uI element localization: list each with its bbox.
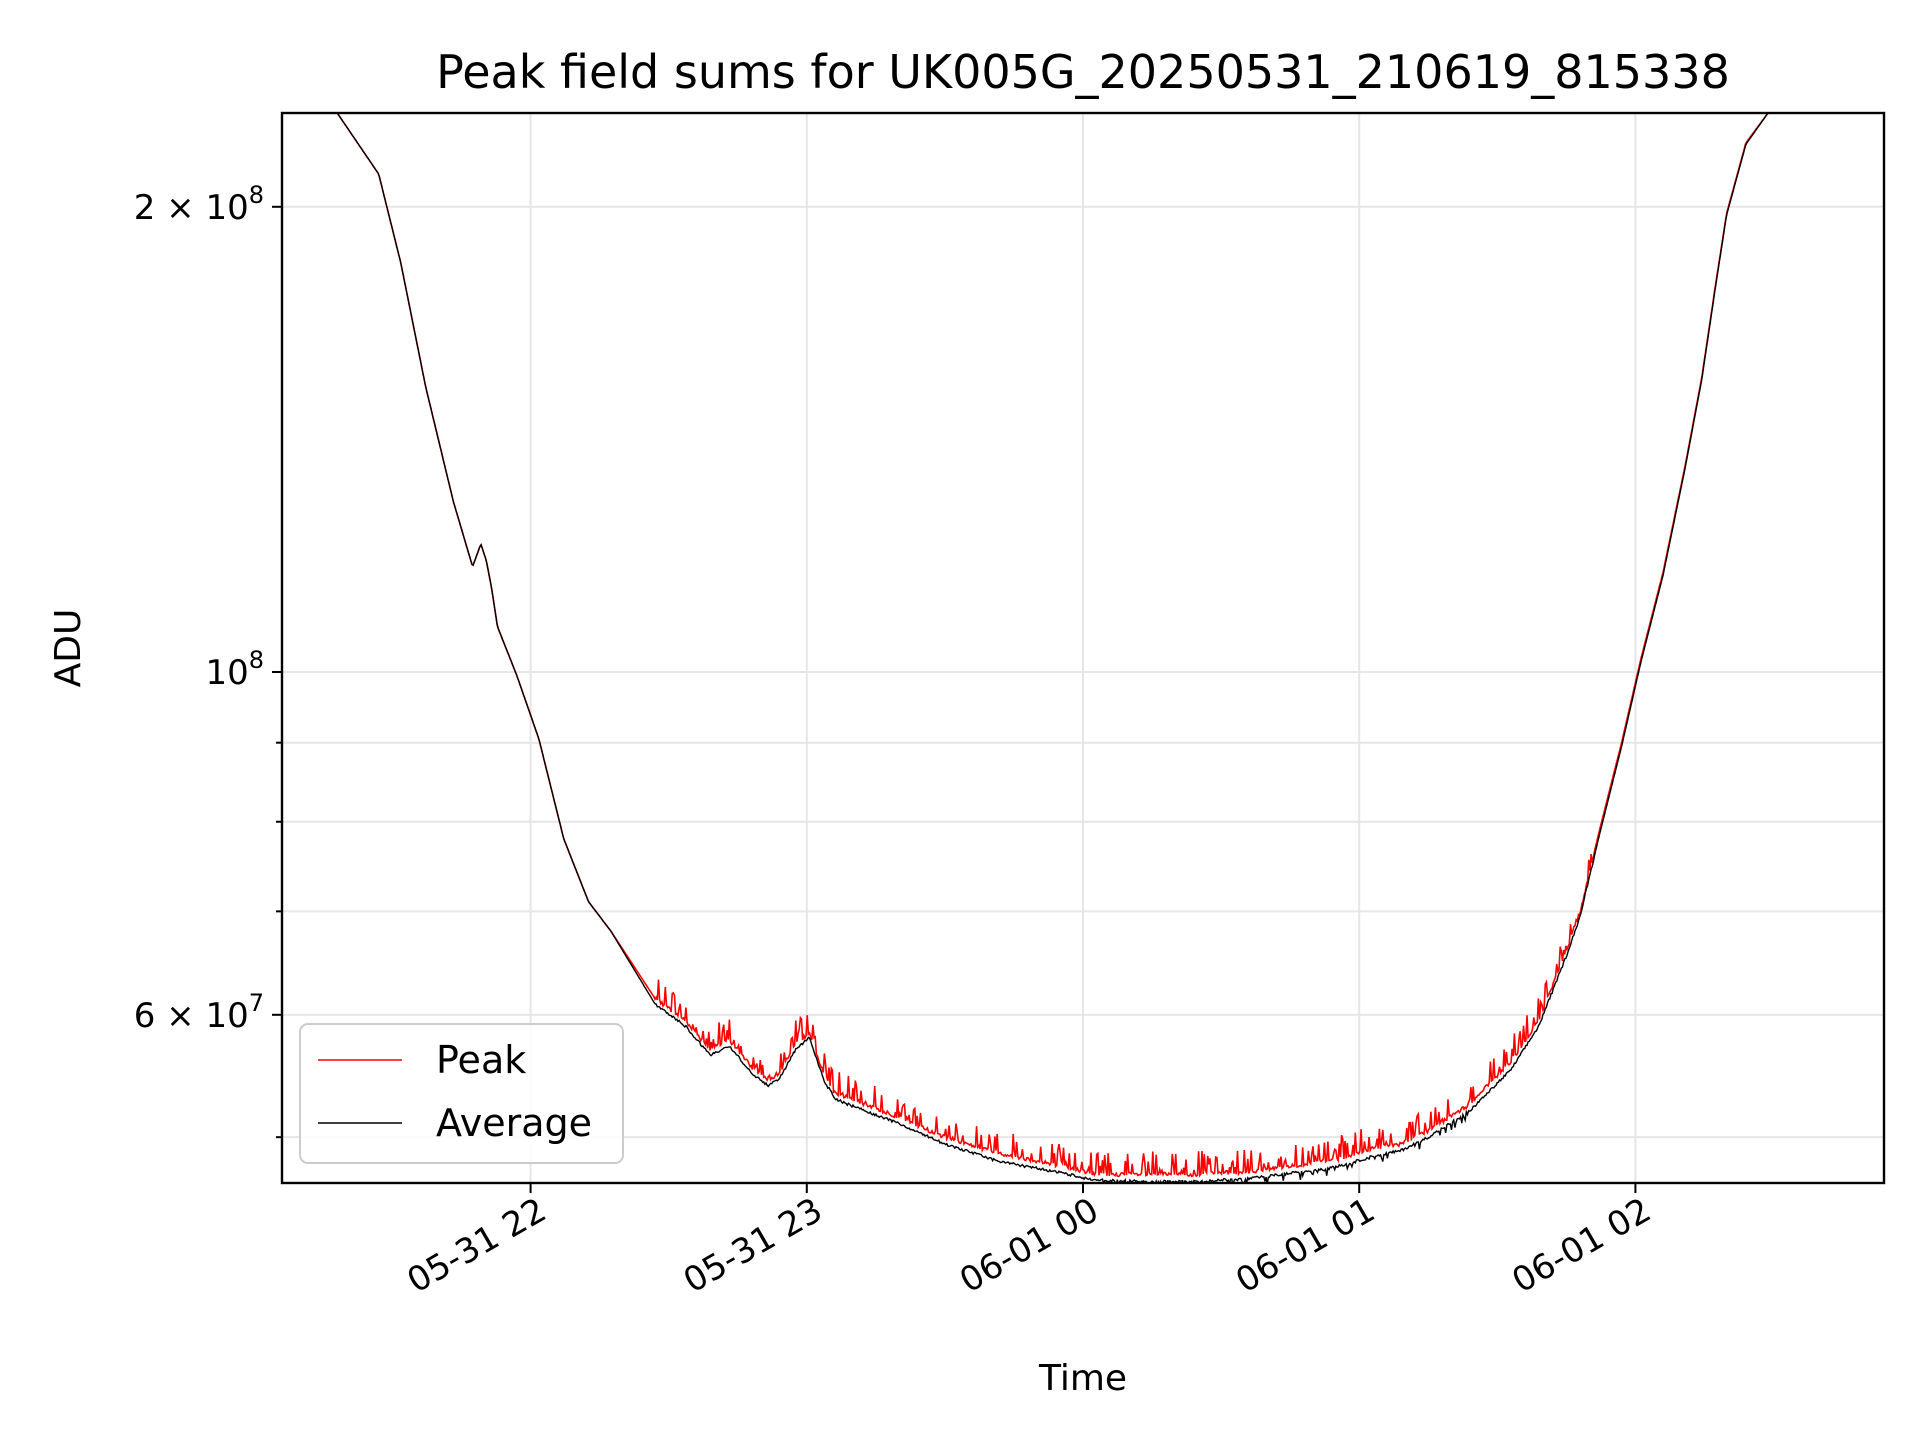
- legend-label-average: Average: [436, 1101, 592, 1145]
- legend-label-peak: Peak: [436, 1038, 526, 1082]
- series-layer: [282, 113, 1884, 1183]
- legend-box: [299, 1023, 624, 1164]
- series-line-average: [282, 113, 1884, 1183]
- y-tick-label: 6 × 107: [134, 989, 264, 1036]
- y-tick-label: 108: [205, 646, 264, 693]
- x-axis-label: Time: [1038, 1358, 1127, 1399]
- grid-layer: [282, 113, 1884, 1183]
- legend: Peak Average: [299, 1023, 624, 1164]
- y-tick-label: 2 × 108: [134, 181, 264, 228]
- y-axis-label: ADU: [48, 609, 89, 688]
- chart-title: Peak field sums for UK005G_20250531_2106…: [436, 45, 1730, 99]
